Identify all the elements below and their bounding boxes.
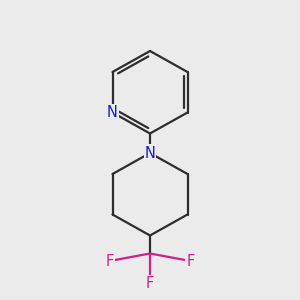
Text: F: F xyxy=(186,254,195,268)
Text: F: F xyxy=(146,276,154,291)
Text: N: N xyxy=(145,146,155,160)
Text: F: F xyxy=(105,254,114,268)
Text: N: N xyxy=(107,105,118,120)
